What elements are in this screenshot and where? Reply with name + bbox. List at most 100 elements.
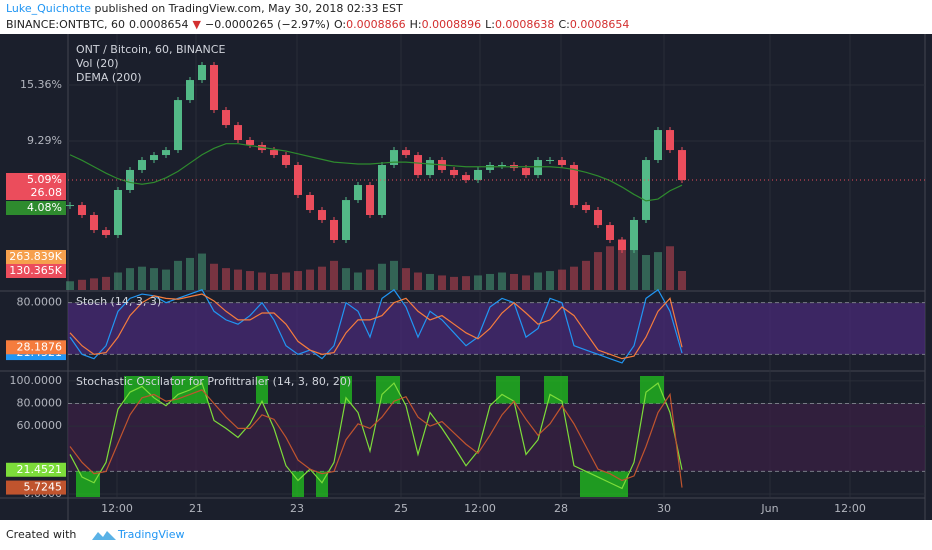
plot: 12:00 21 23 25 12:00 28 30 Jun 12:00 15.36% 9.29% O… xyxy=(0,34,926,520)
candle xyxy=(222,110,230,126)
y-tick-label: 15.36% xyxy=(20,78,62,91)
quote-part: ▼ xyxy=(193,18,202,31)
candle xyxy=(486,165,494,170)
band xyxy=(68,403,925,472)
overbought-zone xyxy=(340,376,352,404)
candle xyxy=(162,150,170,156)
legend-text: Vol (20) xyxy=(76,57,119,70)
volume-bar xyxy=(282,272,290,290)
y-tick-label: 80.0000 xyxy=(17,396,63,409)
x-tick-label: 21 xyxy=(189,502,203,515)
candle xyxy=(594,210,602,226)
candle xyxy=(198,65,206,81)
candle xyxy=(102,230,110,236)
oversold-zone xyxy=(616,471,628,497)
candle xyxy=(318,210,326,220)
candle xyxy=(642,160,650,220)
quote-part: 0.0008654 xyxy=(129,18,189,31)
volume-bar xyxy=(258,272,266,290)
volume-bar xyxy=(654,252,662,290)
y-tick-label: 9.29% xyxy=(27,134,62,147)
candle xyxy=(306,194,314,211)
overbought-zone xyxy=(556,376,568,404)
value-badge-label: 4.08% xyxy=(27,201,62,214)
volume-bar xyxy=(78,279,86,290)
volume-bar xyxy=(618,238,626,290)
candle xyxy=(234,125,242,140)
oversold-zone xyxy=(604,471,616,497)
candle xyxy=(354,185,362,201)
quote-part: H: xyxy=(410,18,422,31)
volume-bar xyxy=(678,270,686,290)
volume-bar xyxy=(366,269,374,290)
logo[interactable] xyxy=(92,531,116,540)
panel-title: Stoch (14, 3, 3) xyxy=(76,295,161,308)
candle xyxy=(294,165,302,195)
volume-bar xyxy=(534,272,542,290)
quote-part: BINANCE:ONTBTC, 60 xyxy=(6,18,125,31)
candle xyxy=(534,160,542,176)
volume-bar xyxy=(114,272,122,290)
value-badge-label: 5.09% xyxy=(27,173,62,186)
quote-part: L: xyxy=(485,18,495,31)
y-tick-label: 100.0000 xyxy=(10,374,63,387)
volume-bar xyxy=(342,268,350,290)
value-badge-label: 263.839K xyxy=(9,250,62,263)
candle xyxy=(246,140,254,145)
volume-bar xyxy=(186,257,194,290)
value-badge-label: 28.1876 xyxy=(17,340,63,353)
x-tick-label: Jun xyxy=(760,502,778,515)
candle xyxy=(450,169,458,176)
volume-bar xyxy=(234,269,242,290)
author[interactable]: Luke_Quichotte xyxy=(6,2,91,15)
value-badge xyxy=(6,264,66,278)
value-badge xyxy=(6,340,66,355)
candle xyxy=(270,150,278,156)
overbought-zone xyxy=(544,376,556,404)
legend-text: ONT / Bitcoin, 60, BINANCE xyxy=(76,43,225,56)
candle xyxy=(138,160,146,170)
volume-bar xyxy=(66,281,74,290)
value-badge-label: 5.7245 xyxy=(24,481,63,494)
header-bg xyxy=(0,0,932,34)
brand[interactable]: TradingView xyxy=(117,528,184,541)
published: published on TradingView.com, May 30, 20… xyxy=(94,2,402,15)
volume-bar xyxy=(390,260,398,290)
header-line: Luke_Quichotte published on TradingView.… xyxy=(6,2,403,15)
value-badge-label: 21.4521 xyxy=(17,463,63,476)
overbought-zone xyxy=(388,376,400,404)
overbought-zone xyxy=(652,376,664,404)
x-tick-label: 28 xyxy=(554,502,568,515)
volume-bar xyxy=(294,271,302,290)
candle xyxy=(654,130,662,161)
value-badge xyxy=(6,173,66,187)
volume-bar xyxy=(546,271,554,290)
volume-bar xyxy=(162,269,170,290)
candle xyxy=(474,169,482,181)
x-tick-label: 12:00 xyxy=(101,502,133,515)
volume-bar xyxy=(222,268,230,290)
overbought-zone xyxy=(256,376,268,404)
volume-bar xyxy=(426,273,434,290)
volume-bar xyxy=(210,263,218,290)
value-badge-label: 130.365K xyxy=(9,264,62,277)
volume-bar xyxy=(198,253,206,290)
candle xyxy=(330,219,338,240)
dema-line xyxy=(69,143,683,202)
candle xyxy=(390,150,398,165)
volume-bar xyxy=(354,272,362,290)
volume-bar xyxy=(402,268,410,290)
candle xyxy=(150,155,158,161)
volume-bar xyxy=(630,249,638,290)
volume-bar xyxy=(606,246,614,290)
candle xyxy=(498,165,506,166)
candle xyxy=(66,205,74,207)
quote-part: 0.0008866 xyxy=(346,18,406,31)
candle xyxy=(678,150,686,181)
volume-bar xyxy=(318,266,326,290)
volume-bar xyxy=(270,273,278,290)
quote-part: −0.0000265 (−2.97%) xyxy=(205,18,330,31)
volume-bar xyxy=(642,255,650,290)
oversold-zone xyxy=(592,471,604,497)
y-tick-label: 60.0000 xyxy=(17,419,63,432)
